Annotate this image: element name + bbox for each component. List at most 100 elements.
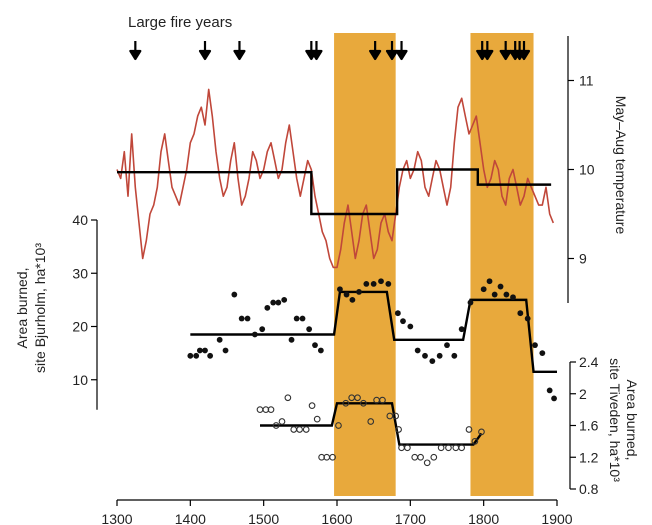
- bjurholm-axis-label-line1: Area burned,: [14, 268, 30, 349]
- temperature-series: [116, 88, 555, 269]
- bjurholm-point-27: [370, 281, 377, 287]
- bjurholm-point-8: [238, 315, 245, 322]
- tiveden-series: [256, 394, 485, 467]
- temperature-mean-steps: [117, 168, 552, 216]
- x-tick-label-2: 1500: [248, 511, 279, 525]
- tiveden-point-15: [342, 399, 350, 407]
- bjurholm-point-41: [480, 286, 487, 293]
- fire-year-arrow-4: [310, 41, 323, 61]
- tiveden-point-9: [308, 402, 316, 410]
- bjurholm-point-49: [532, 342, 538, 349]
- tiveden-point-27: [411, 453, 419, 461]
- tiveden-point-32: [445, 444, 452, 452]
- bjurholm-point-17: [293, 315, 300, 322]
- shaded-period-1: [470, 33, 534, 496]
- shaded-period-0: [334, 33, 396, 496]
- bjurholm-point-25: [356, 288, 362, 295]
- bjurholm-point-21: [317, 347, 324, 354]
- tiveden-tick-label-2: 1.6: [579, 418, 599, 434]
- bjurholm-point-10: [251, 331, 258, 338]
- x-tick-label-1: 1400: [175, 511, 206, 525]
- tiveden-tick-label-1: 1.2: [579, 449, 599, 465]
- bjurholm-tick-label-0: 10: [72, 372, 88, 388]
- tiveden-axis-label-line2: site Tiveden, ha*10³: [607, 358, 623, 482]
- bjurholm-point-26: [363, 281, 370, 287]
- x-tick-label-6: 1900: [541, 511, 572, 525]
- bjurholm-point-32: [407, 323, 414, 330]
- bjurholm-point-50: [539, 350, 546, 357]
- bjurholm-point-6: [222, 347, 229, 354]
- tiveden-tick-label-4: 2.4: [579, 354, 599, 370]
- bjurholm-point-30: [394, 310, 401, 317]
- bjurholm-point-28: [378, 278, 384, 285]
- bjurholm-tick-label-1: 20: [72, 319, 88, 335]
- tiveden-point-21: [379, 396, 386, 404]
- bjurholm-point-31: [400, 318, 406, 325]
- bjurholm-point-7: [231, 291, 238, 298]
- x-tick-label-0: 1300: [101, 511, 132, 525]
- tiveden-point-33: [452, 444, 460, 452]
- bjurholm-point-33: [414, 347, 421, 354]
- bjurholm-point-13: [270, 299, 277, 306]
- tiveden-point-28: [417, 453, 424, 461]
- tiveden-point-8: [302, 426, 310, 433]
- bjurholm-point-16: [288, 336, 295, 343]
- temperature-axis-label: May–Aug temperature: [613, 96, 629, 235]
- bjurholm-point-3: [202, 347, 208, 354]
- tiveden-point-24: [395, 426, 402, 433]
- tiveden-point-3: [272, 422, 280, 429]
- bjurholm-tick-label-3: 40: [72, 212, 88, 228]
- bjurholm-point-38: [451, 352, 458, 359]
- fire-year-arrow-9: [481, 41, 494, 61]
- tiveden-point-29: [423, 459, 431, 467]
- bjurholm-point-18: [299, 315, 306, 322]
- bjurholm-point-42: [486, 278, 493, 285]
- bjurholm-point-24: [349, 296, 356, 303]
- bjurholm-mean-steps: [190, 290, 557, 373]
- tiveden-point-13: [329, 453, 336, 461]
- bjurholm-point-45: [503, 291, 510, 298]
- tiveden-point-17: [354, 394, 361, 402]
- bjurholm-point-4: [207, 352, 214, 359]
- fire-year-arrow-10: [499, 41, 512, 61]
- tiveden-point-0: [256, 406, 264, 413]
- temperature-tick-label-0: 9: [579, 251, 587, 267]
- x-tick-label-4: 1700: [395, 511, 426, 525]
- bjurholm-point-37: [444, 342, 450, 349]
- bjurholm-point-1: [193, 352, 200, 359]
- bjurholm-point-14: [275, 299, 282, 306]
- fire-year-arrow-6: [385, 41, 399, 61]
- bjurholm-point-15: [281, 296, 288, 303]
- tiveden-point-23: [392, 412, 400, 420]
- fire-year-arrow-5: [369, 41, 382, 61]
- shaded-periods: [334, 33, 534, 496]
- x-tick-label-5: 1800: [468, 511, 499, 525]
- bjurholm-point-48: [524, 315, 531, 322]
- bjurholm-point-2: [196, 347, 203, 354]
- tiveden-point-31: [437, 444, 445, 452]
- bjurholm-point-22: [337, 286, 343, 293]
- bjurholm-point-35: [429, 358, 436, 365]
- tiveden-point-19: [367, 418, 375, 425]
- temperature-tick-label-1: 10: [579, 162, 595, 178]
- fire-year-arrow-1: [198, 41, 212, 61]
- bjurholm-point-12: [264, 304, 271, 311]
- bjurholm-point-9: [244, 315, 251, 322]
- bjurholm-point-51: [546, 387, 553, 394]
- tiveden-point-25: [398, 444, 405, 452]
- tiveden-point-14: [335, 422, 342, 429]
- bjurholm-point-0: [187, 352, 194, 359]
- bjurholm-point-11: [259, 326, 266, 333]
- tiveden-axis-label-line1: Area burned,: [624, 380, 640, 461]
- bjurholm-point-29: [385, 281, 392, 287]
- tiveden-point-26: [404, 444, 411, 452]
- fire-year-arrow-7: [395, 41, 408, 61]
- bjurholm-point-40: [467, 299, 474, 306]
- tiveden-mean-steps: [260, 402, 483, 446]
- fire-year-arrow-0: [129, 41, 142, 61]
- bjurholm-point-39: [458, 326, 465, 333]
- bjurholm-axis-label-line2: site Bjurholm, ha*10³: [32, 243, 48, 373]
- temperature-tick-label-2: 11: [579, 73, 594, 89]
- fire-year-arrow-13: [517, 41, 531, 61]
